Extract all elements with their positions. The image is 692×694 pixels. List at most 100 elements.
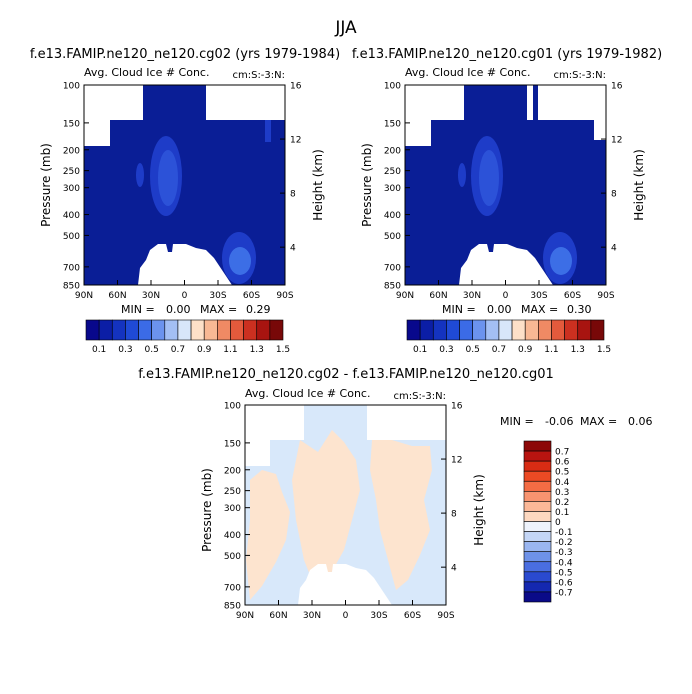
colorbar-label: 1.5 bbox=[276, 345, 290, 355]
colorbar-label: -0.7 bbox=[555, 588, 573, 598]
colorbar-swatch bbox=[203, 319, 218, 341]
panel-2-y-right-ticks: 16 12 8 4 bbox=[601, 82, 623, 254]
colorbar-swatch bbox=[190, 319, 205, 341]
colorbar-swatch bbox=[485, 319, 500, 341]
panel-3-y-ticks: 100 150 200 250 300 400 500 700 850 bbox=[224, 402, 250, 612]
y-tick-label: 250 bbox=[384, 167, 401, 177]
panel-3-colorbar: 0.70.60.50.40.30.20.10-0.1-0.2-0.3-0.4-0… bbox=[523, 440, 573, 603]
colorbar-label: 1.3 bbox=[571, 345, 585, 355]
y-right-tick-label: 16 bbox=[290, 82, 302, 92]
y-right-tick-label: 4 bbox=[290, 244, 296, 254]
x-tick-label: 60S bbox=[243, 291, 260, 301]
colorbar-label: 0.5 bbox=[145, 345, 159, 355]
colorbar-swatch bbox=[111, 319, 126, 341]
colorbar-swatch bbox=[523, 470, 552, 482]
panel-3: f.e13.FAMIP.ne120_ne120.cg02 - f.e13.FAM… bbox=[138, 367, 652, 621]
colorbar-label: 0.5 bbox=[466, 345, 480, 355]
y-tick-label: 100 bbox=[63, 82, 80, 92]
colorbar-label: 0.3 bbox=[118, 345, 132, 355]
colorbar-label: 0 bbox=[555, 518, 561, 528]
panel-1: f.e13.FAMIP.ne120_ne120.cg02 (yrs 1979-1… bbox=[30, 47, 340, 355]
y-right-tick-label: 16 bbox=[451, 402, 463, 412]
colorbar-swatch bbox=[151, 319, 166, 341]
panel-1-max-value: 0.29 bbox=[246, 303, 271, 316]
colorbar-label: -0.1 bbox=[555, 528, 573, 538]
colorbar-swatch bbox=[523, 460, 552, 472]
panel-2-min-value: 0.00 bbox=[487, 303, 512, 316]
panel-3-positive-center bbox=[292, 430, 360, 590]
panel-1-ylabel-right: Height (km) bbox=[311, 149, 325, 220]
colorbar-swatch bbox=[138, 319, 152, 341]
y-tick-label: 300 bbox=[63, 184, 80, 194]
y-tick-label: 700 bbox=[63, 263, 80, 273]
colorbar-swatch bbox=[523, 561, 552, 573]
colorbar-swatch bbox=[230, 319, 244, 341]
panel-2-plot bbox=[404, 84, 607, 286]
x-tick-label: 0 bbox=[182, 291, 188, 301]
y-tick-label: 200 bbox=[384, 146, 401, 156]
colorbar-swatch bbox=[523, 491, 552, 502]
panel-2-x-ticks: 90N 60N 30N 0 30S 60S 90S bbox=[396, 280, 615, 301]
colorbar-label: 1.3 bbox=[250, 345, 264, 355]
y-tick-label: 500 bbox=[384, 232, 401, 242]
x-tick-label: 30N bbox=[303, 611, 321, 621]
y-tick-label: 300 bbox=[384, 184, 401, 194]
colorbar-swatch bbox=[523, 480, 552, 492]
colorbar-swatch bbox=[590, 319, 605, 341]
colorbar-label: 0.9 bbox=[518, 345, 533, 355]
colorbar-swatch bbox=[523, 571, 552, 583]
panel-1-stats: MIN = 0.00 MAX = 0.29 bbox=[121, 303, 271, 316]
panel-3-subtitle-left: Avg. Cloud Ice # Conc. bbox=[245, 387, 370, 400]
colorbar-label: 0.3 bbox=[555, 488, 569, 498]
y-tick-label: 100 bbox=[384, 82, 401, 92]
panel-1-min-value: 0.00 bbox=[166, 303, 191, 316]
panel-3-ground bbox=[298, 564, 392, 605]
x-tick-label: 0 bbox=[503, 291, 509, 301]
x-tick-label: 90N bbox=[236, 611, 254, 621]
panel-1-ylabel: Pressure (mb) bbox=[39, 143, 53, 227]
panel-1-subtitle-left: Avg. Cloud Ice # Conc. bbox=[84, 66, 209, 79]
y-right-tick-label: 12 bbox=[611, 136, 622, 146]
y-tick-label: 500 bbox=[224, 552, 241, 562]
panel-3-max-value: 0.06 bbox=[628, 415, 653, 428]
panel-1-min-label: MIN = bbox=[121, 303, 155, 316]
colorbar-swatch bbox=[524, 319, 539, 341]
panel-3-subtitle-right: cm:S:-3:N: bbox=[393, 391, 446, 402]
colorbar-label: 0.3 bbox=[439, 345, 453, 355]
panel-2-stats: MIN = 0.00 MAX = 0.30 bbox=[442, 303, 592, 316]
y-tick-label: 250 bbox=[63, 167, 80, 177]
panel-2-min-label: MIN = bbox=[442, 303, 476, 316]
y-right-tick-label: 8 bbox=[290, 190, 296, 200]
panel-2-max-value: 0.30 bbox=[567, 303, 592, 316]
y-right-tick-label: 12 bbox=[290, 136, 301, 146]
y-tick-label: 400 bbox=[384, 211, 401, 221]
colorbar-swatch bbox=[523, 501, 552, 512]
colorbar-label: 0.7 bbox=[492, 345, 506, 355]
panel-2-ground bbox=[459, 244, 553, 285]
colorbar-label: 0.1 bbox=[92, 345, 106, 355]
colorbar-swatch bbox=[217, 319, 231, 341]
colorbar-swatch bbox=[511, 319, 526, 341]
y-tick-label: 700 bbox=[384, 263, 401, 273]
panel-3-ylabel-right: Height (km) bbox=[472, 474, 486, 545]
colorbar-swatch bbox=[125, 319, 139, 341]
colorbar-label: 0.5 bbox=[555, 468, 569, 478]
panel-3-max-label: MAX = bbox=[580, 415, 617, 428]
y-right-tick-label: 8 bbox=[451, 510, 457, 520]
panel-2-max-label: MAX = bbox=[521, 303, 558, 316]
colorbar-swatch bbox=[523, 440, 552, 452]
panel-3-y-right-ticks: 16 12 8 4 bbox=[441, 402, 463, 574]
panel-3-title: f.e13.FAMIP.ne120_ne120.cg02 - f.e13.FAM… bbox=[138, 367, 554, 382]
colorbar-swatch bbox=[523, 541, 552, 552]
colorbar-swatch bbox=[419, 319, 434, 341]
x-tick-label: 90S bbox=[437, 611, 454, 621]
colorbar-label: 0.4 bbox=[555, 478, 570, 488]
y-tick-label: 300 bbox=[224, 504, 241, 514]
colorbar-swatch bbox=[523, 531, 552, 542]
colorbar-label: 0.1 bbox=[555, 508, 569, 518]
x-tick-label: 0 bbox=[343, 611, 349, 621]
colorbar-swatch bbox=[498, 319, 513, 341]
colorbar-swatch bbox=[523, 511, 552, 522]
colorbar-swatch bbox=[432, 319, 447, 341]
